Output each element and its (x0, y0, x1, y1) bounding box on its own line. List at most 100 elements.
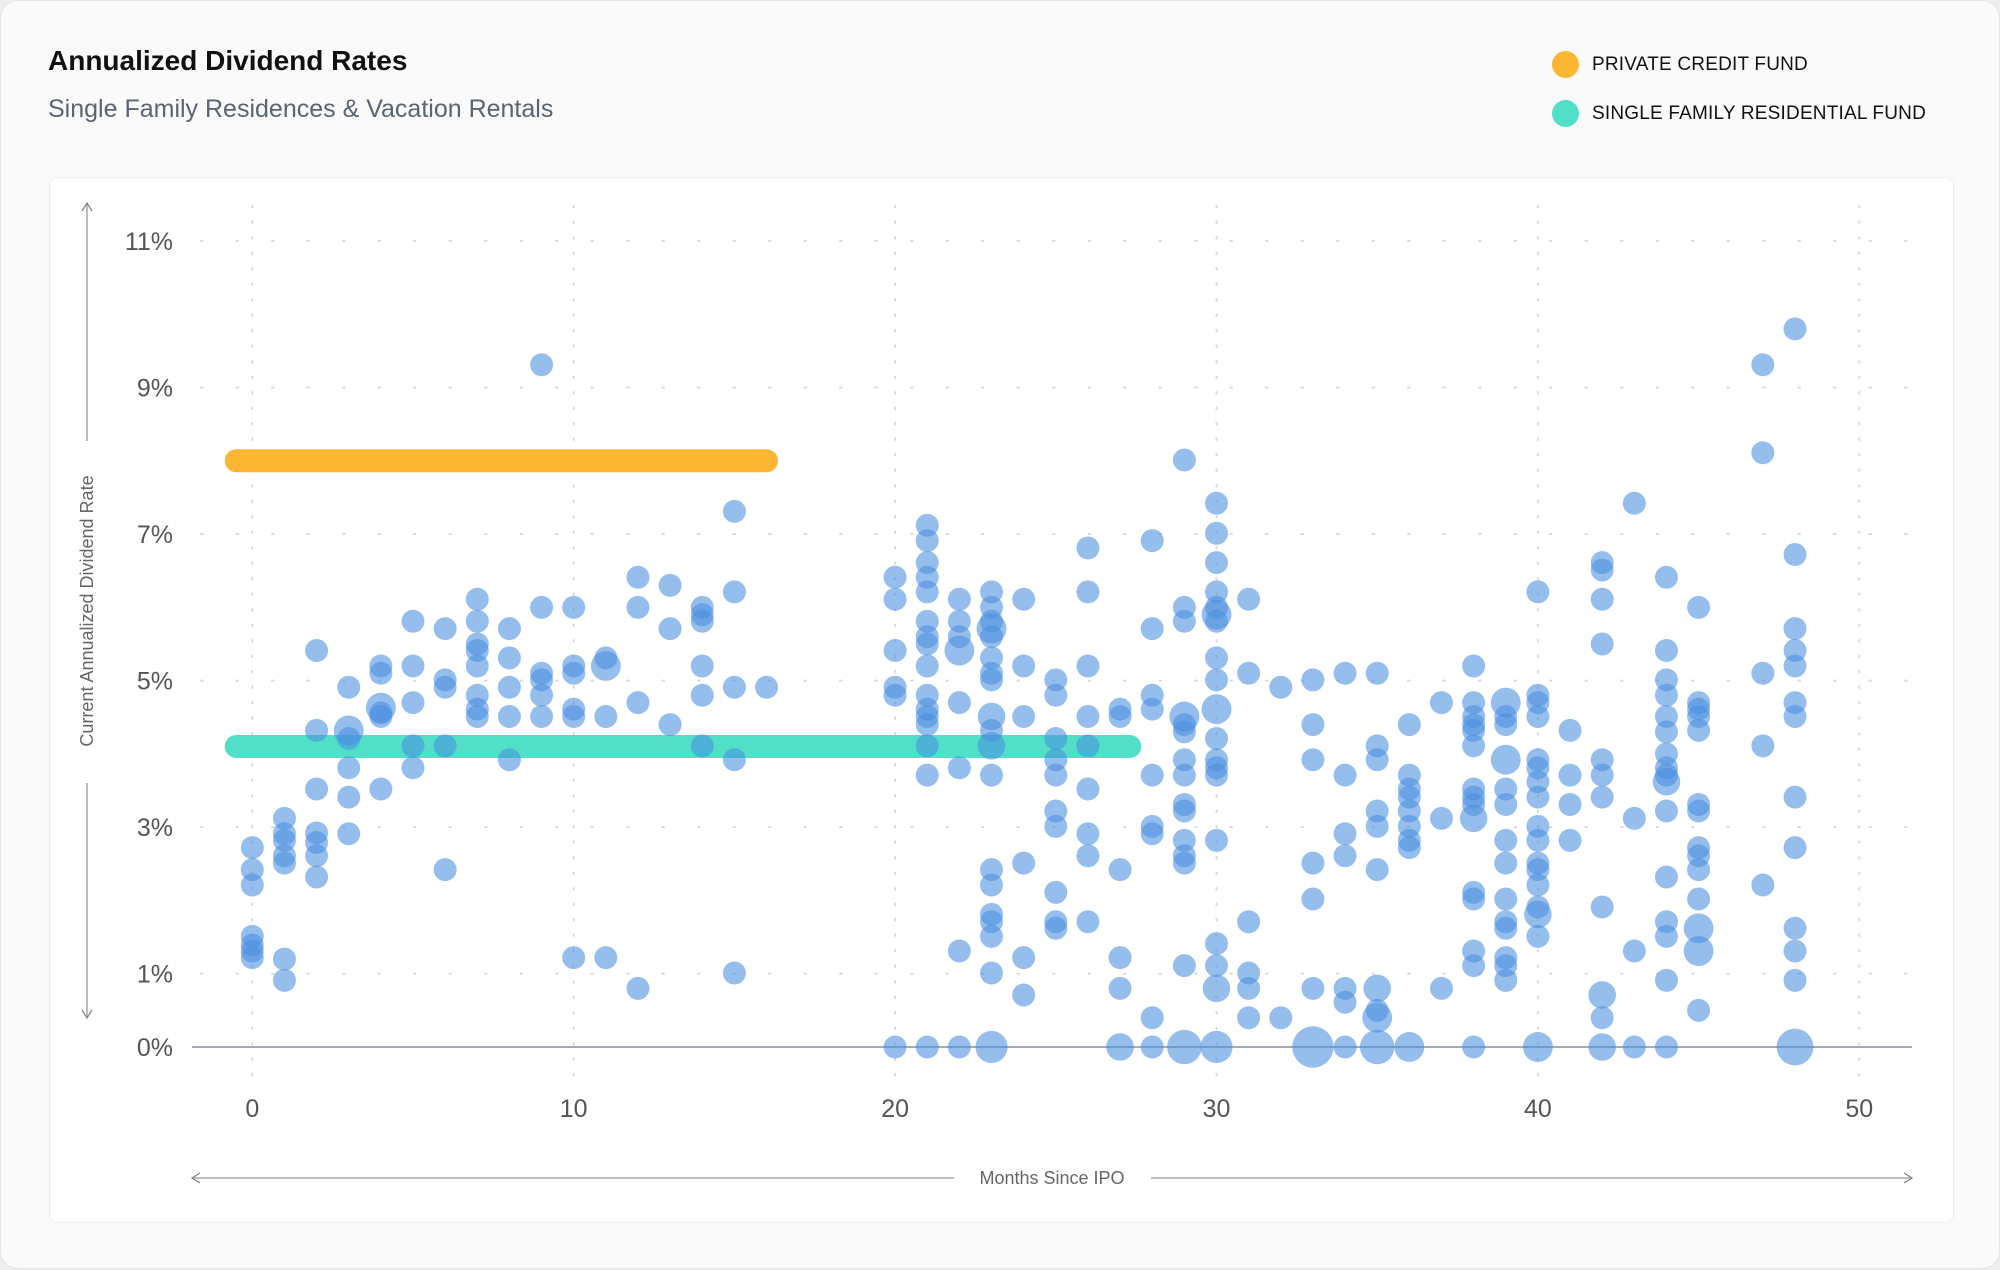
data-point (1076, 580, 1100, 604)
data-point (1012, 851, 1036, 875)
data-point (497, 705, 521, 729)
data-point (1076, 705, 1100, 729)
data-point (305, 865, 329, 889)
data-point (337, 785, 361, 809)
data-point (401, 734, 425, 758)
data-point (1654, 968, 1678, 992)
gridlines (200, 205, 1912, 1087)
data-point (883, 565, 907, 589)
legend-label: SINGLE FAMILY RESIDENTIAL FUND (1592, 102, 1927, 124)
y-tick-label: 5% (137, 668, 173, 696)
data-point (1108, 705, 1132, 729)
data-point (1205, 954, 1228, 978)
data-point (915, 580, 939, 604)
data-point (1201, 694, 1232, 725)
data-point (1365, 661, 1389, 685)
data-point (1526, 580, 1550, 604)
legend-item-private-credit-fund: PRIVATE CREDIT FUND (1552, 51, 1808, 78)
data-point (915, 734, 939, 758)
data-point (1269, 1006, 1293, 1030)
data-point (690, 654, 714, 678)
data-point (433, 675, 457, 699)
data-point (465, 587, 489, 611)
data-point (722, 961, 746, 985)
data-point (1172, 799, 1196, 823)
data-point (1429, 976, 1453, 1000)
data-point (530, 595, 554, 619)
data-point (401, 654, 425, 678)
data-point (1558, 792, 1582, 816)
data-point (240, 873, 264, 897)
data-point (1590, 632, 1614, 656)
data-point (722, 580, 746, 604)
data-point (947, 587, 971, 611)
data-point (690, 734, 714, 758)
data-point (530, 683, 554, 707)
data-point (1462, 887, 1486, 911)
data-point (465, 705, 489, 729)
data-point (1687, 887, 1711, 911)
data-point (433, 858, 457, 882)
data-point (1526, 705, 1550, 729)
data-point (1140, 1035, 1164, 1059)
data-point (1558, 763, 1582, 787)
data-point (1494, 851, 1518, 875)
data-point (1783, 617, 1807, 641)
data-point (305, 777, 329, 801)
data-point (1301, 748, 1325, 772)
data-point (1044, 916, 1068, 940)
data-point (530, 353, 554, 377)
data-point (1200, 1030, 1233, 1064)
data-point (1044, 814, 1068, 838)
data-point (947, 1035, 971, 1059)
data-point (1783, 543, 1807, 567)
data-point (1301, 851, 1325, 875)
data-point (1654, 565, 1678, 589)
data-point (1362, 1002, 1393, 1033)
data-point (1590, 1006, 1614, 1030)
data-point (1654, 683, 1678, 707)
data-point (626, 976, 650, 1000)
data-point (1751, 734, 1775, 758)
data-point (1687, 858, 1711, 882)
data-point (1783, 705, 1807, 729)
data-point (658, 713, 682, 737)
data-point (1205, 668, 1228, 692)
data-point (1205, 726, 1228, 750)
data-point (1205, 932, 1228, 956)
data-point (1429, 806, 1453, 830)
data-point (975, 1030, 1008, 1064)
data-point (722, 499, 746, 523)
y-tick-label: 1% (137, 961, 173, 989)
data-point (1044, 880, 1068, 904)
data-point (1140, 822, 1164, 846)
data-point (1205, 609, 1228, 633)
data-point (1333, 822, 1357, 846)
data-point (944, 635, 975, 666)
x-tick-label: 40 (1524, 1095, 1552, 1123)
y-axis-label: Current Annualized Dividend Rate (77, 475, 97, 746)
data-point (433, 734, 457, 758)
data-point (562, 705, 586, 729)
data-point (465, 609, 489, 633)
data-point (401, 691, 425, 715)
data-point (369, 661, 393, 685)
data-point (272, 968, 296, 992)
data-point (305, 639, 329, 663)
data-point (883, 683, 907, 707)
data-point (1687, 998, 1711, 1022)
data-point (1237, 1006, 1261, 1030)
data-point (1301, 668, 1325, 692)
legend-swatch-orange-icon (1552, 51, 1579, 78)
data-point (1365, 814, 1389, 838)
data-point (562, 661, 586, 685)
data-point (240, 836, 264, 860)
data-point (690, 609, 714, 633)
data-point (497, 675, 521, 699)
data-point (1462, 734, 1486, 758)
x-axis-ticks: 0 10 20 30 40 50 (245, 1095, 1873, 1123)
data-point (658, 573, 682, 597)
data-point (305, 844, 329, 868)
data-point (1205, 551, 1228, 575)
data-point (947, 691, 971, 715)
